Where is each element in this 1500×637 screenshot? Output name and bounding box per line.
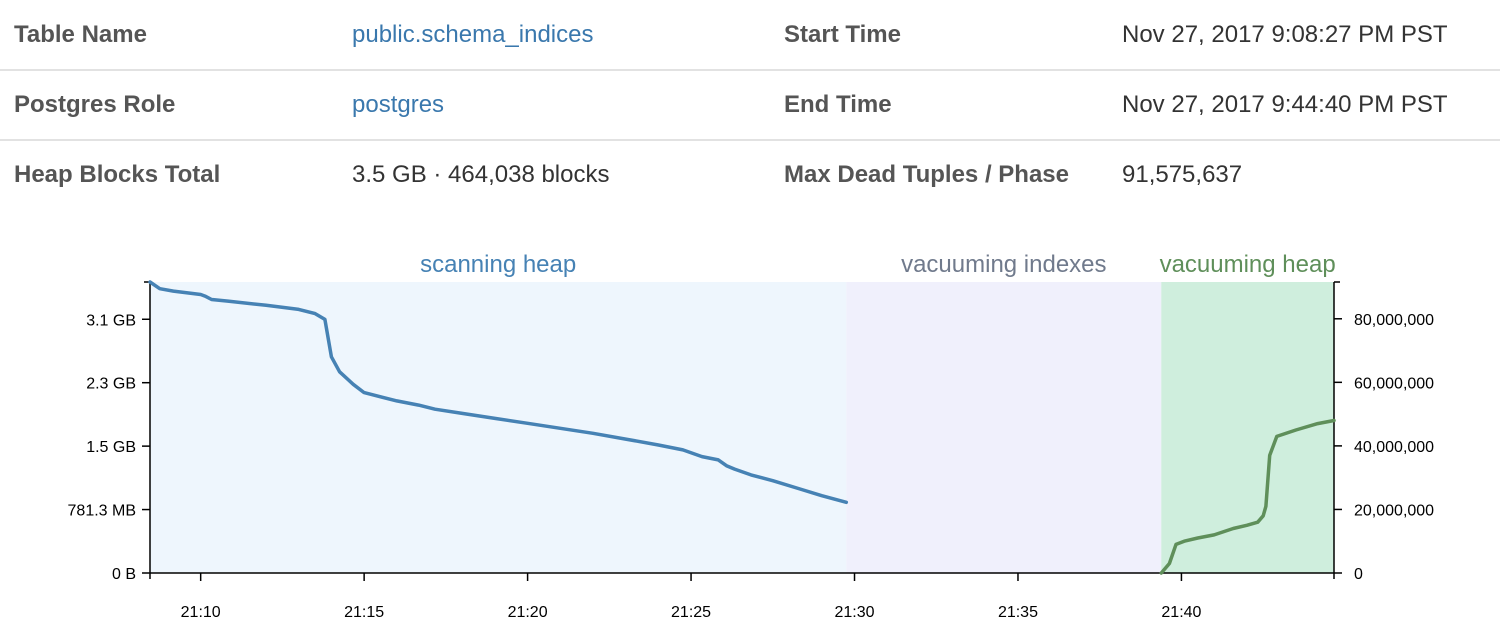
vacuum-progress-chart: scanning heap vacuuming indexes vacuuming …	[68, 251, 1435, 621]
table-name-link[interactable]: public.schema_indices	[352, 21, 594, 48]
y-right-tick-label: 60,000,000	[1354, 375, 1434, 392]
y-left-tick-label: 2.3 GB	[86, 376, 136, 393]
phase-label-vacuuming-indexes: vacuuming indexes	[901, 251, 1106, 278]
phase-labels: scanning heap vacuuming indexes vacuuming …	[420, 251, 1336, 278]
start-time-value: Nov 27, 2017 9:08:27 PM PST	[1122, 21, 1448, 48]
heap-scanned-line	[148, 280, 849, 505]
postgres-role-label: Postgres Role	[14, 91, 176, 118]
chart-series	[148, 280, 1336, 575]
heap-blocks-total-label: Heap Blocks Total	[14, 161, 221, 188]
x-tick-label: 21:10	[181, 604, 221, 621]
y-left-tick-label: 0 B	[112, 566, 136, 583]
x-tick-label: 21:25	[671, 604, 711, 621]
heap-blocks-total-value: 3.5 GB · 464,038 blocks	[352, 161, 610, 188]
x-tick-label: 21:20	[508, 604, 548, 621]
y-right-tick-label: 20,000,000	[1354, 502, 1434, 519]
end-time-value: Nov 27, 2017 9:44:40 PM PST	[1122, 91, 1448, 118]
chart-axes: 0 B 781.3 MB 1.5 GB 2.3 GB 3.1 GB 0 20,000,000…	[68, 281, 1434, 621]
table-name-label: Table Name	[14, 21, 147, 48]
details-row-postgres-role: Postgres Role postgres End Time Nov 27, …	[0, 70, 1500, 141]
y-left-tick-label: 3.1 GB	[86, 312, 136, 329]
y-right-tick-label: 80,000,000	[1354, 312, 1434, 329]
max-dead-tuples-label: Max Dead Tuples / Phase	[784, 161, 1069, 188]
x-tick-label: 21:15	[344, 604, 384, 621]
max-dead-tuples-value: 91,575,637	[1122, 161, 1243, 188]
phase-label-scanning-heap: scanning heap	[420, 251, 576, 278]
y-left-tick-label: 1.5 GB	[86, 439, 136, 456]
x-tick-label: 21:30	[834, 604, 874, 621]
phase-bands	[150, 282, 1334, 573]
dead-tuples-line	[1159, 418, 1336, 575]
y-right-tick-label: 40,000,000	[1354, 439, 1434, 456]
y-right-tick-label: 0	[1354, 566, 1363, 583]
end-time-label: End Time	[784, 91, 892, 118]
x-tick-label: 21:40	[1161, 604, 1201, 621]
start-time-label: Start Time	[784, 21, 901, 48]
postgres-role-link[interactable]: postgres	[352, 91, 445, 118]
phase-band-scanning-heap	[150, 282, 847, 573]
details-row-heap-blocks: Heap Blocks Total 3.5 GB · 464,038 block…	[0, 140, 1500, 209]
phase-label-vacuuming-heap: vacuuming heap	[1160, 251, 1336, 278]
details-row-table-name: Table Name public.schema_indices Start T…	[0, 0, 1500, 71]
x-tick-label: 21:35	[998, 604, 1038, 621]
phase-band-vacuuming-indexes	[846, 282, 1162, 573]
y-left-tick-label: 781.3 MB	[68, 503, 136, 520]
